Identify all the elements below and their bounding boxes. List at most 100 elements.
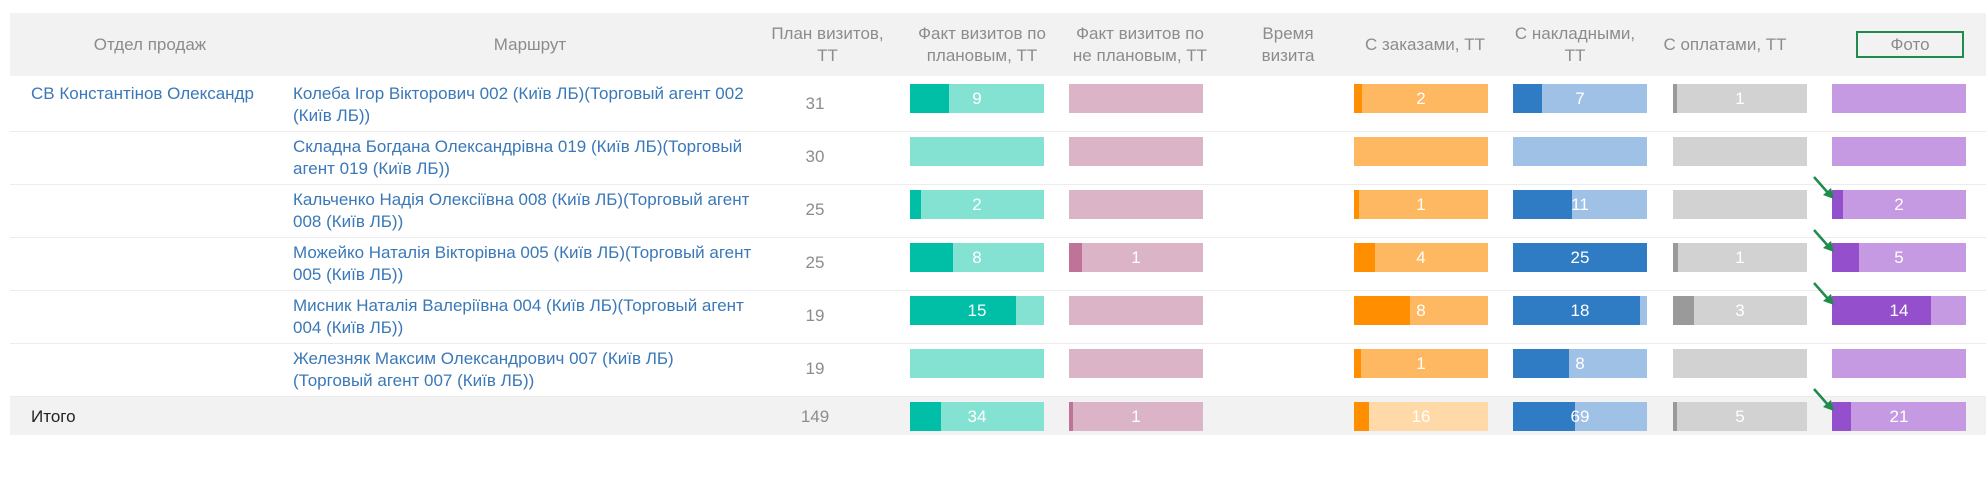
photo-bar[interactable] (1832, 137, 1966, 166)
photo-bar-fill (1832, 243, 1859, 272)
header-fact-plan-label: Факт визитов по плановым, ТТ (918, 23, 1046, 65)
header-route-label: Маршрут (493, 34, 567, 54)
header-fact-plan[interactable]: Факт визитов по плановым, ТТ (907, 13, 1057, 76)
header-route[interactable]: Маршрут (430, 13, 630, 76)
fact-unplan-bar[interactable] (1069, 296, 1203, 325)
payments-bar-label: 5 (1735, 406, 1745, 426)
orders-bar-label: 1 (1416, 194, 1426, 214)
orders-bar-fill (1354, 402, 1369, 431)
payments-bar-label (1673, 137, 1807, 166)
fact-plan-bar-label (910, 349, 1044, 378)
route-link[interactable]: Складна Богдана Олександрівна 019 (Київ … (293, 137, 743, 178)
fact-unplan-bar[interactable] (1069, 84, 1203, 113)
route-link[interactable]: Колеба Ігор Вікторович 002 (Київ ЛБ)(Тор… (293, 84, 744, 125)
fact-plan-bar[interactable]: 34 (910, 402, 1044, 431)
fact-plan-bar-fill (910, 190, 921, 219)
fact-unplan-bar[interactable] (1069, 349, 1203, 378)
plan-value: 25 (805, 200, 825, 219)
route-link[interactable]: Кальченко Надія Олексіївна 008 (Київ ЛБ)… (293, 190, 750, 231)
route-link[interactable]: Мисник Наталія Валеріївна 004 (Київ ЛБ)(… (293, 296, 744, 337)
payments-bar[interactable]: 1 (1673, 243, 1807, 272)
plan-value: 30 (805, 147, 825, 166)
orders-bar[interactable]: 8 (1354, 296, 1488, 325)
fact-plan-bar[interactable]: 9 (910, 84, 1044, 113)
fact-plan-bar[interactable] (910, 137, 1044, 166)
invoices-bar[interactable] (1513, 137, 1647, 166)
plan-value: 149 (800, 407, 830, 426)
header-visit-time-label: Время визита (1261, 23, 1315, 65)
fact-unplan-bar-label (1069, 190, 1203, 219)
header-fact-unplan[interactable]: Факт визитов по не плановым, ТТ (1065, 13, 1215, 76)
orders-bar[interactable]: 2 (1354, 84, 1488, 113)
payments-bar-label (1673, 190, 1807, 219)
orders-bar[interactable]: 1 (1354, 349, 1488, 378)
orders-bar[interactable]: 1 (1354, 190, 1488, 219)
photo-bar-fill (1832, 402, 1851, 431)
invoices-bar-label: 69 (1570, 406, 1590, 426)
payments-bar[interactable]: 3 (1673, 296, 1807, 325)
photo-bar[interactable]: 14 (1832, 296, 1966, 325)
fact-plan-bar[interactable]: 8 (910, 243, 1044, 272)
payments-bar[interactable] (1673, 137, 1807, 166)
header-dept[interactable]: Отдел продаж (50, 13, 250, 76)
fact-unplan-bar[interactable]: 1 (1069, 402, 1203, 431)
fact-unplan-bar-fill (1069, 402, 1074, 431)
orders-bar-label: 8 (1416, 300, 1426, 320)
invoices-bar-fill (1513, 296, 1641, 325)
photo-bar-label: 2 (1894, 194, 1904, 214)
fact-plan-bar[interactable] (910, 349, 1044, 378)
orders-bar-label: 16 (1411, 406, 1431, 426)
header-photo[interactable]: Фото (1830, 13, 1986, 76)
fact-unplan-bar[interactable]: 1 (1069, 243, 1203, 272)
invoices-bar-fill (1513, 190, 1572, 219)
orders-bar-label: 1 (1416, 353, 1426, 373)
plan-value: 25 (805, 253, 825, 272)
annotation-arrow-icon (1813, 176, 1834, 199)
table-row: Складна Богдана Олександрівна 019 (Київ … (10, 132, 1986, 185)
dept-link[interactable]: СВ Константінов Олександр (31, 84, 254, 103)
fact-plan-bar[interactable]: 15 (910, 296, 1044, 325)
photo-bar-label: 5 (1894, 247, 1904, 267)
photo-bar[interactable]: 5 (1832, 243, 1966, 272)
fact-unplan-bar[interactable] (1069, 190, 1203, 219)
photo-bar-fill (1832, 190, 1843, 219)
invoices-bar[interactable]: 69 (1513, 402, 1647, 431)
payments-bar[interactable]: 5 (1673, 402, 1807, 431)
orders-bar-fill (1354, 190, 1360, 219)
payments-bar[interactable] (1673, 349, 1807, 378)
invoices-bar-label: 25 (1570, 247, 1590, 267)
payments-bar-fill (1673, 84, 1678, 113)
header-plan-label: План визитов, ТТ (771, 23, 884, 65)
orders-bar[interactable]: 4 (1354, 243, 1488, 272)
invoices-bar[interactable]: 7 (1513, 84, 1647, 113)
header-dept-label: Отдел продаж (93, 34, 207, 54)
invoices-bar[interactable]: 25 (1513, 243, 1647, 272)
photo-bar-label: 14 (1889, 300, 1909, 320)
fact-plan-bar-label: 8 (972, 247, 982, 267)
table-row: Железняк Максим Олександрович 007 (Київ … (10, 344, 1986, 397)
header-payments[interactable]: С оплатами, ТТ (1660, 13, 1790, 76)
invoices-bar[interactable]: 18 (1513, 296, 1647, 325)
fact-unplan-bar[interactable] (1069, 137, 1203, 166)
orders-bar[interactable]: 16 (1354, 402, 1488, 431)
header-plan[interactable]: План визитов, ТТ (760, 13, 895, 76)
payments-bar[interactable] (1673, 190, 1807, 219)
invoices-bar-fill (1513, 402, 1575, 431)
route-link[interactable]: Можейко Наталія Вікторівна 005 (Київ ЛБ)… (293, 243, 752, 284)
photo-bar[interactable] (1832, 349, 1966, 378)
photo-bar[interactable]: 2 (1832, 190, 1966, 219)
header-visit-time[interactable]: Время визита (1238, 13, 1338, 76)
payments-bar[interactable]: 1 (1673, 84, 1807, 113)
header-orders[interactable]: С заказами, ТТ (1360, 13, 1490, 76)
plan-value: 19 (805, 306, 825, 325)
orders-bar[interactable] (1354, 137, 1488, 166)
payments-bar-label (1673, 349, 1807, 378)
invoices-bar[interactable]: 8 (1513, 349, 1647, 378)
photo-bar[interactable] (1832, 84, 1966, 113)
invoices-bar[interactable]: 11 (1513, 190, 1647, 219)
orders-bar-label: 2 (1416, 88, 1426, 108)
route-link[interactable]: Железняк Максим Олександрович 007 (Київ … (293, 349, 674, 390)
fact-plan-bar[interactable]: 2 (910, 190, 1044, 219)
photo-bar[interactable]: 21 (1832, 402, 1966, 431)
header-invoices[interactable]: С накладными, ТТ (1510, 13, 1640, 76)
